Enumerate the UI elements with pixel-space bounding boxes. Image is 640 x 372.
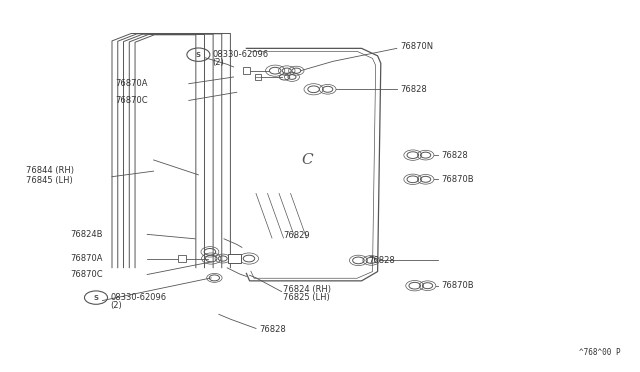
Bar <box>178 255 186 262</box>
Text: 76870C: 76870C <box>70 270 103 279</box>
Text: 76870N: 76870N <box>400 42 433 51</box>
Text: 76824 (RH): 76824 (RH) <box>283 285 331 294</box>
Text: 76870B: 76870B <box>442 175 474 184</box>
Text: 76845 (LH): 76845 (LH) <box>26 176 72 185</box>
Text: (2): (2) <box>212 58 224 67</box>
Text: 76870C: 76870C <box>115 96 148 105</box>
Text: C: C <box>301 153 313 167</box>
Text: 76828: 76828 <box>368 256 395 265</box>
Text: S: S <box>196 52 201 58</box>
Text: 76870B: 76870B <box>442 281 474 290</box>
Bar <box>255 74 262 80</box>
Text: 76828: 76828 <box>400 85 427 94</box>
Text: 76870A: 76870A <box>70 254 103 263</box>
Text: 76829: 76829 <box>283 231 310 240</box>
Text: 08330-62096: 08330-62096 <box>212 50 269 59</box>
Text: 76825 (LH): 76825 (LH) <box>283 293 330 302</box>
Bar <box>243 67 250 74</box>
Text: 08330-62096: 08330-62096 <box>110 293 166 302</box>
Text: 76844 (RH): 76844 (RH) <box>26 166 74 174</box>
Text: S: S <box>93 295 99 301</box>
Text: 76870A: 76870A <box>115 79 148 88</box>
Text: ^768^00 P: ^768^00 P <box>579 348 621 357</box>
Text: 76828: 76828 <box>442 151 468 160</box>
Bar <box>228 254 241 263</box>
Text: 76824B: 76824B <box>70 230 103 239</box>
Text: (2): (2) <box>110 301 122 310</box>
Text: 76828: 76828 <box>259 325 286 334</box>
